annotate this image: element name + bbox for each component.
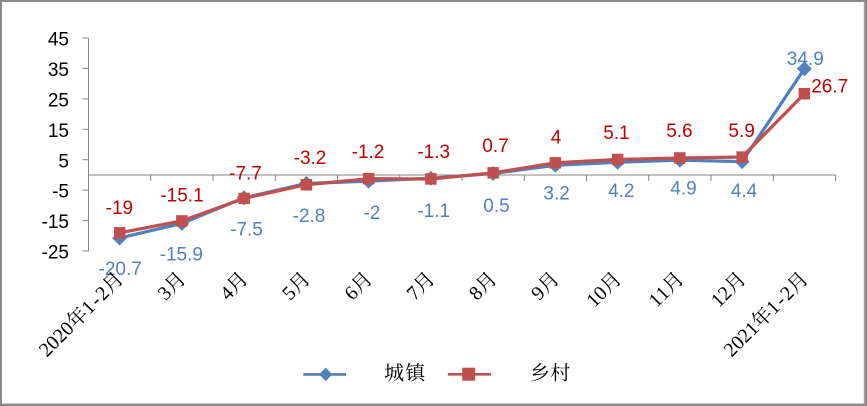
svg-text:5: 5 (58, 151, 69, 172)
svg-text:5.6: 5.6 (666, 121, 692, 142)
svg-text:5.9: 5.9 (728, 121, 754, 142)
svg-text:-7.5: -7.5 (230, 220, 263, 241)
svg-text:-15: -15 (42, 212, 69, 233)
svg-text:-1.1: -1.1 (417, 201, 450, 222)
svg-text:-15.9: -15.9 (160, 245, 203, 266)
svg-text:-2.8: -2.8 (293, 206, 326, 227)
svg-text:-2: -2 (364, 203, 381, 224)
svg-text:5.1: 5.1 (603, 123, 629, 144)
svg-text:34.9: 34.9 (787, 49, 824, 70)
svg-text:4: 4 (551, 128, 562, 149)
svg-text:0.5: 0.5 (483, 196, 509, 217)
svg-text:-1.2: -1.2 (352, 142, 385, 163)
svg-text:4.4: 4.4 (731, 181, 758, 202)
svg-text:-20.7: -20.7 (99, 259, 142, 280)
svg-text:4.9: 4.9 (670, 179, 696, 200)
svg-text:-25: -25 (42, 243, 69, 264)
svg-text:25: 25 (48, 91, 69, 112)
svg-text:3.2: 3.2 (543, 183, 569, 204)
svg-text:-15.1: -15.1 (160, 186, 203, 207)
svg-text:35: 35 (48, 60, 69, 81)
svg-text:-7.7: -7.7 (229, 164, 262, 185)
svg-text:-5: -5 (52, 182, 69, 203)
svg-text:-19: -19 (106, 198, 133, 219)
svg-text:0.7: 0.7 (482, 136, 508, 157)
svg-text:4.2: 4.2 (608, 181, 634, 202)
svg-text:26.7: 26.7 (811, 76, 848, 97)
svg-text:15: 15 (48, 121, 69, 142)
svg-text:-1.3: -1.3 (417, 142, 450, 163)
svg-text:-3.2: -3.2 (294, 148, 327, 169)
svg-text:45: 45 (48, 30, 69, 51)
